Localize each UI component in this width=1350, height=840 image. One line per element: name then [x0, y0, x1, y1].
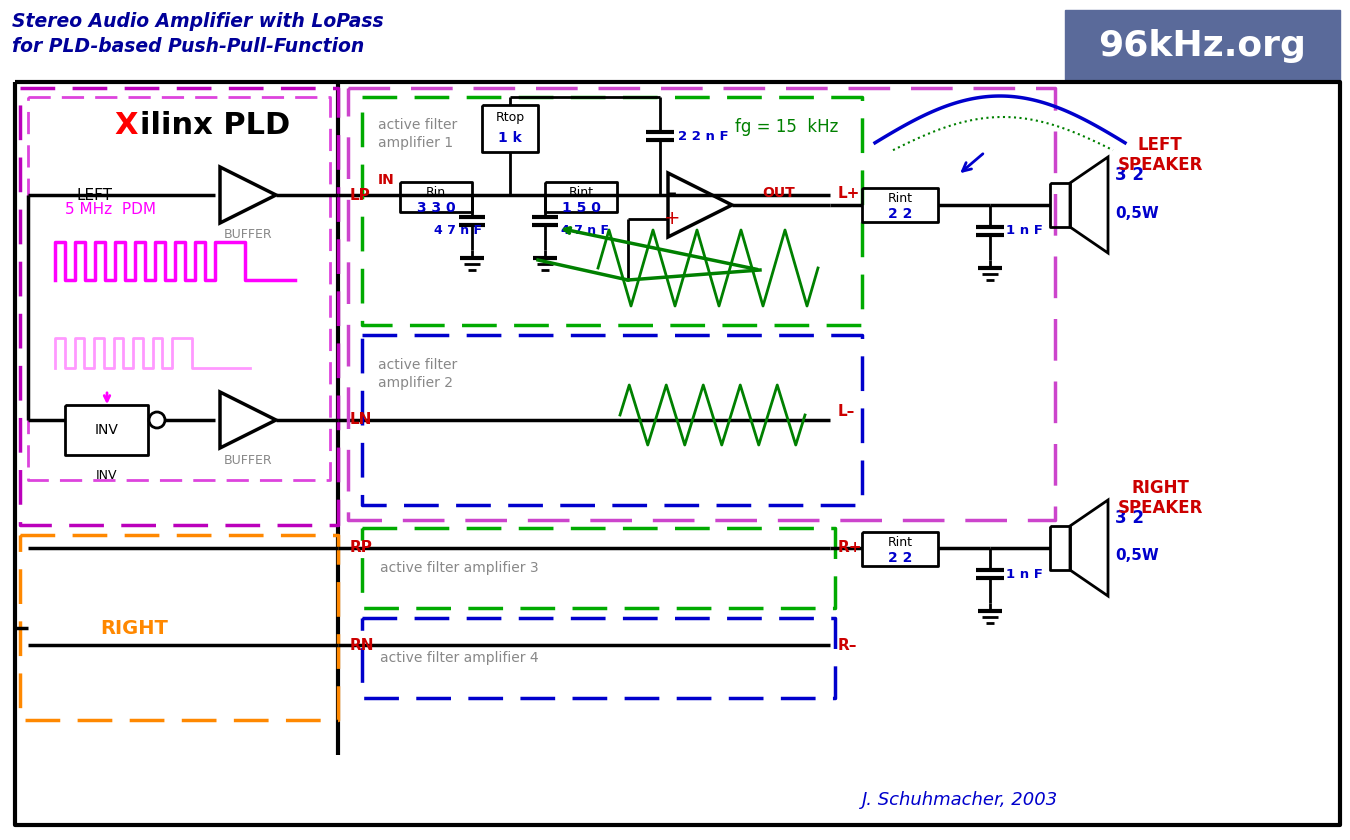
- Text: INV: INV: [95, 423, 119, 437]
- Text: RP: RP: [350, 540, 373, 555]
- Text: Rin: Rin: [427, 186, 446, 199]
- Text: 0,5W: 0,5W: [1115, 206, 1158, 220]
- Text: 1 n F: 1 n F: [1006, 224, 1042, 238]
- Text: 3 3 0: 3 3 0: [417, 201, 455, 215]
- Text: J. Schuhmacher, 2003: J. Schuhmacher, 2003: [861, 791, 1058, 809]
- Text: X: X: [115, 111, 138, 139]
- Text: R+: R+: [838, 540, 863, 555]
- Text: 4 7 n F: 4 7 n F: [433, 224, 482, 238]
- Text: R–: R–: [838, 638, 857, 653]
- Text: Stereo Audio Amplifier with LoPass
for PLD-based Push-Pull-Function: Stereo Audio Amplifier with LoPass for P…: [12, 12, 383, 56]
- Text: fg = 15  kHz: fg = 15 kHz: [734, 118, 838, 136]
- Text: Rint: Rint: [887, 537, 913, 549]
- Text: 1 k: 1 k: [498, 131, 522, 145]
- Text: Rtop: Rtop: [495, 112, 525, 124]
- Text: L–: L–: [838, 405, 856, 419]
- Text: L+: L+: [838, 186, 860, 201]
- Text: 0,5W: 0,5W: [1115, 549, 1158, 564]
- Text: RIGHT
SPEAKER: RIGHT SPEAKER: [1118, 479, 1203, 517]
- Text: 1 5 0: 1 5 0: [562, 201, 601, 215]
- Text: BUFFER: BUFFER: [224, 228, 273, 242]
- Text: 96kHz.org: 96kHz.org: [1099, 29, 1307, 63]
- Text: Rint: Rint: [568, 186, 594, 199]
- Text: 4 7 n F: 4 7 n F: [562, 224, 609, 238]
- Text: 1 n F: 1 n F: [1006, 568, 1042, 580]
- Text: +: +: [664, 209, 680, 228]
- Text: –: –: [667, 183, 676, 202]
- Polygon shape: [1065, 10, 1341, 82]
- Text: OUT: OUT: [761, 186, 795, 200]
- Text: RN: RN: [350, 638, 374, 653]
- Text: active filter amplifier 3: active filter amplifier 3: [379, 561, 539, 575]
- Text: 5 MHz  PDM: 5 MHz PDM: [65, 202, 157, 218]
- Text: LEFT
SPEAKER: LEFT SPEAKER: [1118, 135, 1203, 175]
- Text: INV: INV: [96, 469, 117, 482]
- Text: LN: LN: [350, 412, 373, 428]
- Text: 2 2 n F: 2 2 n F: [678, 129, 729, 143]
- Text: IN: IN: [378, 173, 394, 187]
- Text: active filter
amplifier 2: active filter amplifier 2: [378, 358, 458, 391]
- Text: LEFT: LEFT: [77, 187, 113, 202]
- Text: 2 2: 2 2: [888, 207, 913, 221]
- Text: LP: LP: [350, 187, 371, 202]
- Text: 3 2: 3 2: [1115, 166, 1143, 184]
- Text: active filter
amplifier 1: active filter amplifier 1: [378, 118, 458, 150]
- Text: 2 2: 2 2: [888, 551, 913, 565]
- Text: Rint: Rint: [887, 192, 913, 206]
- Text: BUFFER: BUFFER: [224, 454, 273, 466]
- Text: active filter amplifier 4: active filter amplifier 4: [379, 651, 539, 665]
- Text: ilinx PLD: ilinx PLD: [140, 111, 290, 139]
- Text: 3 2: 3 2: [1115, 509, 1143, 527]
- Text: RIGHT: RIGHT: [100, 618, 167, 638]
